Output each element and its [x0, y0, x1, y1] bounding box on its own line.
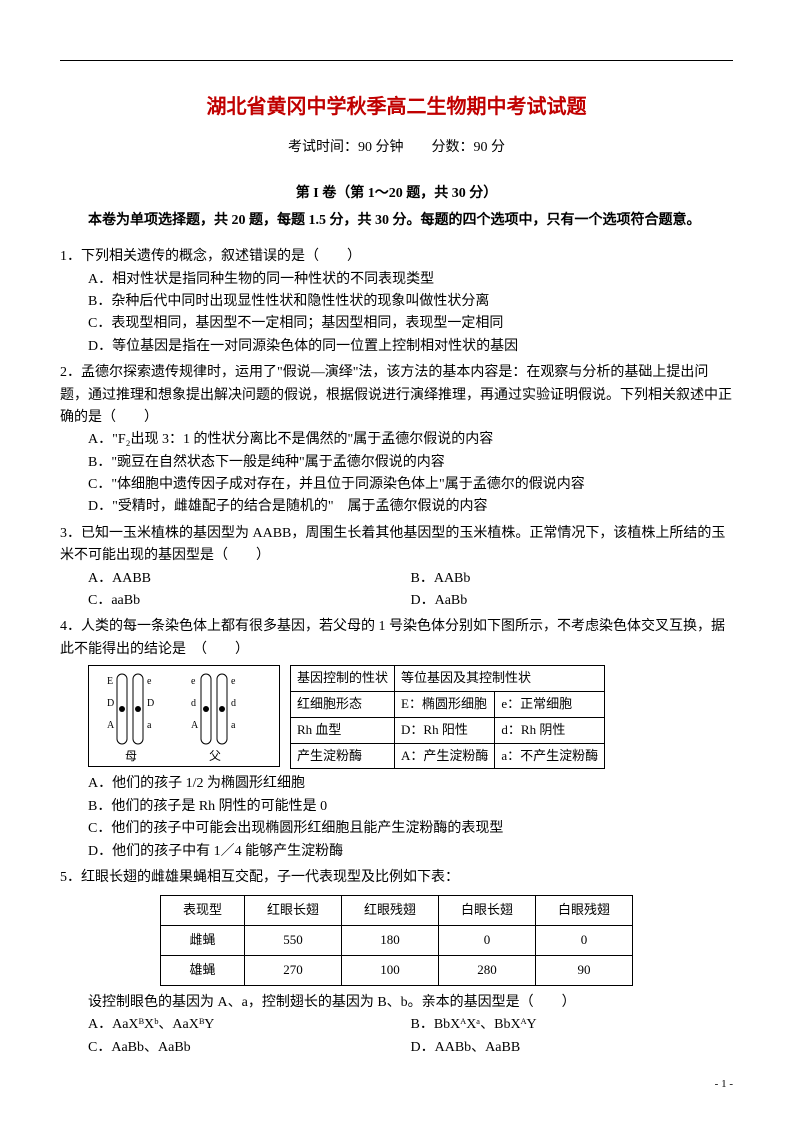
- q2-opt-c: C．"体细胞中遗传因子成对存在，并且位于同源染色体上"属于孟德尔的假说内容: [60, 474, 733, 496]
- q2-opt-b: B．"豌豆在自然状态下一般是纯种"属于孟德尔假说的内容: [60, 452, 733, 474]
- q1-opt-c: C．表现型相同，基因型不一定相同；基因型相同，表现型一定相同: [60, 313, 733, 335]
- q1-opt-a: A．相对性状是指同种生物的同一种性状的不同表现类型: [60, 269, 733, 291]
- q5-sub: 设控制眼色的基因为 A、a，控制翅长的基因为 B、b。亲本的基因型是（ ）: [60, 992, 733, 1014]
- q5-options: A．AaXᴮXᵇ、AaXᴮY B．BbXᴬXᵃ、BbXᴬY C．AaBb、AaB…: [60, 1014, 733, 1059]
- q3-options: A．AABB B．AABb C．aaBb D．AaBb: [60, 568, 733, 613]
- q4-opt-b: B．他们的孩子是 Rh 阴性的可能性是 0: [60, 796, 733, 818]
- exam-info: 考试时间：90 分钟 分数：90 分: [60, 137, 733, 159]
- svg-text:e: e: [231, 676, 236, 687]
- table-row: 雄蝇 270 100 280 90: [160, 955, 632, 985]
- svg-text:a: a: [147, 720, 152, 731]
- q4-stem: 4．人类的每一条染色体上都有很多基因，若父母的 1 号染色体分别如下图所示，不考…: [60, 616, 733, 661]
- q3-opt-a: A．AABB: [88, 568, 411, 590]
- table-row: 雌蝇 550 180 0 0: [160, 926, 632, 956]
- svg-text:d: d: [231, 698, 236, 709]
- table-row: 基因控制的性状 等位基因及其控制性状: [291, 666, 605, 692]
- q4-figure-row: EDA eDa 母 edA eda 父 基因控制的性状 等位基因及其控制性状: [60, 665, 733, 769]
- svg-text:e: e: [191, 676, 196, 687]
- question-5: 5．红眼长翅的雌雄果蝇相互交配，子一代表现型及比例如下表： 表现型 红眼长翅 红…: [60, 867, 733, 1059]
- instructions: 本卷为单项选择题，共 20 题，每题 1.5 分，共 30 分。每题的四个选项中…: [60, 210, 733, 232]
- question-4: 4．人类的每一条染色体上都有很多基因，若父母的 1 号染色体分别如下图所示，不考…: [60, 616, 733, 863]
- q1-stem: 1．下列相关遗传的概念，叙述错误的是（ ）: [60, 246, 733, 268]
- q5-opt-b: B．BbXᴬXᵃ、BbXᴬY: [411, 1014, 734, 1036]
- page-title: 湖北省黄冈中学秋季高二生物期中考试试题: [60, 91, 733, 123]
- svg-text:a: a: [231, 720, 236, 731]
- fly-phenotype-table: 表现型 红眼长翅 红眼残翅 白眼长翅 白眼残翅 雌蝇 550 180 0 0 雄…: [160, 895, 633, 985]
- exam-page: 湖北省黄冈中学秋季高二生物期中考试试题 考试时间：90 分钟 分数：90 分 第…: [0, 0, 793, 1122]
- q3-opt-c: C．aaBb: [88, 590, 411, 612]
- parent-label-father: 父: [209, 749, 221, 763]
- svg-text:D: D: [107, 698, 114, 709]
- gene-th-trait: 基因控制的性状: [291, 666, 395, 692]
- q2-stem: 2．孟德尔探索遗传规律时，运用了"假说—演绎"法，该方法的基本内容是：在观察与分…: [60, 362, 733, 429]
- q1-opt-d: D．等位基因是指在一对同源染色体的同一位置上控制相对性状的基因: [60, 336, 733, 358]
- q4-opt-d: D．他们的孩子中有 1／4 能够产生淀粉酶: [60, 841, 733, 863]
- question-1: 1．下列相关遗传的概念，叙述错误的是（ ） A．相对性状是指同种生物的同一种性状…: [60, 246, 733, 358]
- question-2: 2．孟德尔探索遗传规律时，运用了"假说—演绎"法，该方法的基本内容是：在观察与分…: [60, 362, 733, 519]
- table-row: 产生淀粉酶 A：产生淀粉酶 a：不产生淀粉酶: [291, 743, 605, 769]
- table-row: Rh 血型 D：Rh 阳性 d：Rh 阴性: [291, 717, 605, 743]
- parent-label-mother: 母: [125, 749, 137, 763]
- svg-text:d: d: [191, 698, 196, 709]
- q3-stem: 3．已知一玉米植株的基因型为 AABB，周围生长着其他基因型的玉米植株。正常情况…: [60, 523, 733, 568]
- page-number: - 1 -: [715, 1076, 733, 1094]
- q3-opt-b: B．AABb: [411, 568, 734, 590]
- gene-th-allele: 等位基因及其控制性状: [395, 666, 605, 692]
- svg-text:D: D: [147, 698, 154, 709]
- chromosome-svg: EDA eDa 母 edA eda 父: [89, 666, 279, 766]
- q4-opt-a: A．他们的孩子 1/2 为椭圆形红细胞: [60, 773, 733, 795]
- q2-opt-d: D．"受精时，雌雄配子的结合是随机的" 属于孟德尔假说的内容: [60, 496, 733, 518]
- q2-opt-a: A．"F₂出现 3：1 的性状分离比不是偶然的"属于孟德尔假说的内容: [60, 429, 733, 451]
- section-header: 第 I 卷（第 1～20 题，共 30 分）: [60, 183, 733, 205]
- q5-opt-c: C．AaBb、AaBb: [88, 1037, 411, 1059]
- q5-stem: 5．红眼长翅的雌雄果蝇相互交配，子一代表现型及比例如下表：: [60, 867, 733, 889]
- q1-opt-b: B．杂种后代中同时出现显性性状和隐性性状的现象叫做性状分离: [60, 291, 733, 313]
- svg-text:e: e: [147, 676, 152, 687]
- gene-trait-table: 基因控制的性状 等位基因及其控制性状 红细胞形态 E：椭圆形细胞 e：正常细胞 …: [290, 665, 605, 769]
- q5-opt-d: D．AABb、AaBB: [411, 1037, 734, 1059]
- svg-text:E: E: [107, 676, 113, 687]
- q3-opt-d: D．AaBb: [411, 590, 734, 612]
- svg-text:A: A: [191, 720, 199, 731]
- top-rule: [60, 60, 733, 61]
- question-3: 3．已知一玉米植株的基因型为 AABB，周围生长着其他基因型的玉米植株。正常情况…: [60, 523, 733, 613]
- chromosome-diagram: EDA eDa 母 edA eda 父: [88, 665, 280, 767]
- q4-opt-c: C．他们的孩子中可能会出现椭圆形红细胞且能产生淀粉酶的表现型: [60, 818, 733, 840]
- q5-opt-a: A．AaXᴮXᵇ、AaXᴮY: [88, 1014, 411, 1036]
- svg-text:A: A: [107, 720, 115, 731]
- table-row: 红细胞形态 E：椭圆形细胞 e：正常细胞: [291, 692, 605, 718]
- table-row: 表现型 红眼长翅 红眼残翅 白眼长翅 白眼残翅: [160, 896, 632, 926]
